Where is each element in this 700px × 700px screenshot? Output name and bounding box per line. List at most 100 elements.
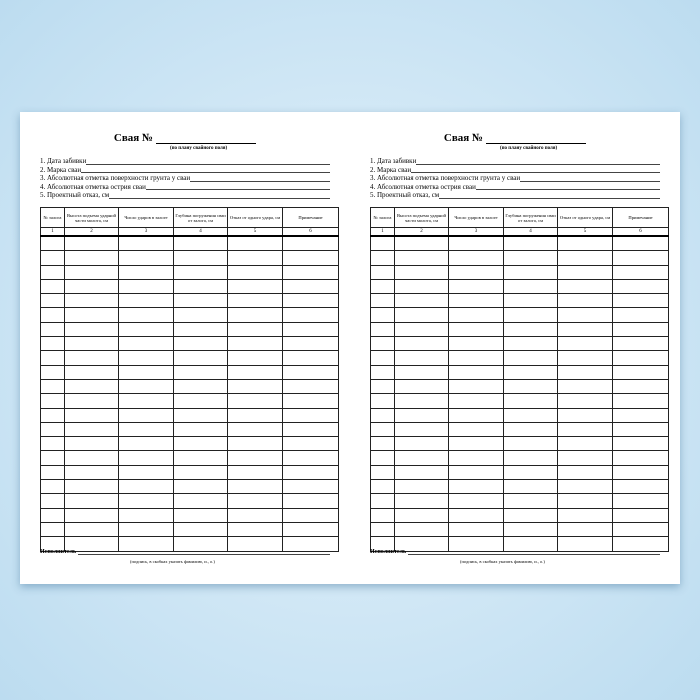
table-cell <box>227 250 283 266</box>
table-row <box>40 493 339 509</box>
table-cell <box>118 378 174 395</box>
table-row <box>370 450 669 466</box>
pile-title: Свая № <box>350 132 680 144</box>
column-number: 5 <box>557 227 613 237</box>
table-cell <box>282 407 339 423</box>
table-cell <box>118 507 174 523</box>
pile-number-line <box>486 133 587 144</box>
table-cell <box>503 364 558 380</box>
table-row <box>40 421 339 438</box>
table-cell <box>612 493 669 509</box>
executor-note: (подпись, в скобках указать фамилию, и.,… <box>130 559 215 564</box>
table-cell <box>557 364 613 380</box>
table-cell <box>370 450 395 466</box>
table-cell <box>282 350 339 366</box>
table-cell <box>394 264 449 280</box>
table-cell <box>370 378 395 395</box>
field-line: 5. Проектный отказ, см <box>370 191 660 200</box>
table-cell <box>394 235 449 252</box>
table-cell <box>557 407 613 423</box>
table-cell <box>282 364 339 380</box>
table-cell <box>394 378 449 395</box>
table-row <box>370 307 669 323</box>
table-cell <box>173 393 228 409</box>
table-cell <box>282 293 339 309</box>
table-cell <box>227 421 283 438</box>
table-cell <box>448 264 504 280</box>
table-cell <box>370 264 395 280</box>
table-cell <box>503 278 558 295</box>
table-cell <box>40 407 65 423</box>
table-cell <box>612 378 669 395</box>
table-cell <box>227 464 283 481</box>
table-cell <box>394 464 449 481</box>
column-number: 4 <box>503 227 558 237</box>
table-cell <box>40 421 65 438</box>
field-line: 2. Марка сваи <box>40 166 330 175</box>
column-header: Примечание <box>612 207 669 228</box>
table-cell <box>40 235 65 252</box>
table-cell <box>227 278 283 295</box>
table-cell <box>557 264 613 280</box>
table-cell <box>370 393 395 409</box>
table-row <box>370 235 669 252</box>
table-row <box>370 350 669 366</box>
table-row <box>370 264 669 280</box>
table-cell <box>40 321 65 338</box>
table-cell <box>173 321 228 338</box>
table-cell <box>173 450 228 466</box>
table-row <box>370 321 669 338</box>
table-cell <box>64 321 119 338</box>
table-cell <box>282 250 339 266</box>
table-cell <box>118 421 174 438</box>
table-cell <box>118 436 174 452</box>
table-row <box>40 336 339 352</box>
table-cell <box>173 378 228 395</box>
table-cell <box>64 293 119 309</box>
table-cell <box>448 407 504 423</box>
table-cell <box>173 264 228 280</box>
table-cell <box>227 393 283 409</box>
table-cell <box>612 521 669 538</box>
table-cell <box>227 235 283 252</box>
table-cell <box>557 307 613 323</box>
table-cell <box>612 536 669 552</box>
table-row <box>370 421 669 438</box>
table-cell <box>557 350 613 366</box>
table-cell <box>448 507 504 523</box>
table-row <box>40 321 339 338</box>
field-line: 4. Абсолютная отметка острия сваи <box>40 183 330 192</box>
table-cell <box>370 278 395 295</box>
table-cell <box>394 307 449 323</box>
table-row <box>40 278 339 295</box>
table-cell <box>118 350 174 366</box>
table-cell <box>503 521 558 538</box>
table-cell <box>503 493 558 509</box>
column-header: Число ударов в залоге <box>118 207 174 228</box>
table-cell <box>503 378 558 395</box>
table-cell <box>394 321 449 338</box>
table-cell <box>40 250 65 266</box>
table-cell <box>612 235 669 252</box>
table-cell <box>227 493 283 509</box>
table-cell <box>612 278 669 295</box>
table-row <box>40 407 339 423</box>
table-cell <box>612 264 669 280</box>
table-cell <box>173 250 228 266</box>
table-cell <box>118 321 174 338</box>
table-cell <box>64 278 119 295</box>
table-row <box>40 235 339 252</box>
table-row <box>40 378 339 395</box>
table-cell <box>557 493 613 509</box>
table-cell <box>40 521 65 538</box>
table-cell <box>40 507 65 523</box>
table-cell <box>64 307 119 323</box>
table-cell <box>40 393 65 409</box>
table-cell <box>370 493 395 509</box>
table-row <box>40 507 339 523</box>
table-cell <box>612 407 669 423</box>
table-cell <box>448 436 504 452</box>
table-row <box>370 407 669 423</box>
table-row <box>40 250 339 266</box>
column-header: Глубина погружения сваи от залога, см <box>173 207 228 228</box>
